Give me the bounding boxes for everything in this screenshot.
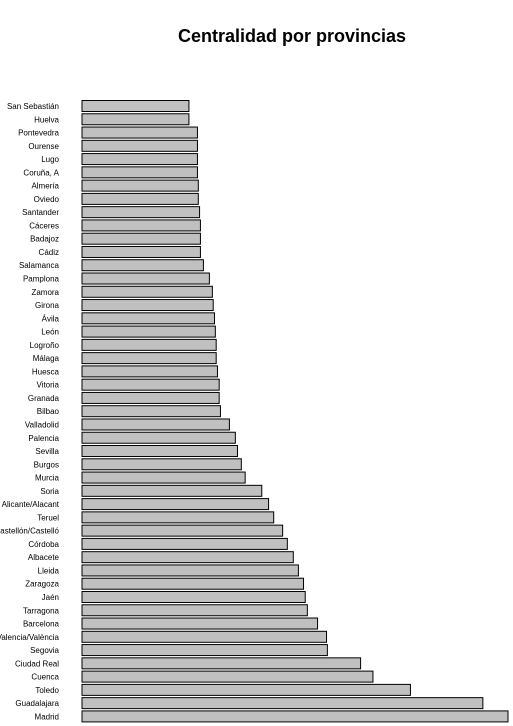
y-tick-label: Huesca [32, 367, 60, 376]
bar [81, 206, 201, 219]
y-tick-label: Santander [22, 208, 59, 217]
bar [81, 590, 306, 603]
bar [81, 458, 242, 471]
bar [81, 285, 213, 298]
bar [81, 617, 319, 630]
y-tick-label: Ciudad Real [15, 659, 59, 668]
y-tick-label: Jaén [42, 593, 59, 602]
bar [81, 630, 328, 643]
bar [81, 511, 275, 524]
y-tick-label: Toledo [35, 686, 59, 695]
y-tick-label: Coruña, A [23, 168, 59, 177]
y-tick-label: Pamplona [23, 275, 60, 284]
y-tick-label: Ourense [28, 142, 59, 151]
bar [81, 551, 294, 564]
y-tick-label: Bilbao [37, 407, 60, 416]
bar [81, 259, 204, 272]
y-tick-label: Pontevedra [18, 129, 59, 138]
y-tick-label: Ávila [42, 314, 60, 323]
bar [81, 299, 214, 312]
bar [81, 604, 308, 617]
bar [81, 431, 236, 444]
bar [81, 484, 263, 497]
bar [81, 365, 218, 378]
bar [81, 378, 220, 391]
bar [81, 100, 190, 112]
bar [81, 391, 220, 404]
bar [81, 697, 484, 710]
bar [81, 113, 190, 126]
bar [81, 232, 201, 245]
bar [81, 577, 305, 590]
y-tick-label: Oviedo [34, 195, 60, 204]
y-tick-label: San Sebastián [7, 102, 59, 111]
bar [81, 219, 201, 232]
y-tick-label: Zamora [31, 288, 59, 297]
bar [81, 166, 198, 179]
y-tick-label: Sevilla [35, 447, 59, 456]
bar [81, 179, 199, 192]
y-tick-label: Alicante/Alacant [2, 500, 60, 509]
bar [81, 405, 221, 418]
y-tick-label: Huelva [34, 115, 59, 124]
y-tick-label: Málaga [33, 354, 60, 363]
bar [81, 683, 411, 696]
bar [81, 352, 217, 365]
y-tick-label: Madrid [35, 712, 59, 721]
bar [81, 418, 230, 431]
y-tick-label: Teruel [37, 513, 59, 522]
bar [81, 644, 328, 657]
y-tick-label: Cuenca [31, 673, 59, 682]
y-tick-label: Badajoz [30, 235, 59, 244]
bar [81, 445, 238, 458]
bar [81, 524, 284, 537]
y-tick-label: Cádiz [39, 248, 59, 257]
bar [81, 710, 509, 723]
bar [81, 126, 198, 139]
y-tick-label: Guadalajara [15, 699, 59, 708]
bar [81, 325, 216, 338]
bar [81, 498, 270, 511]
y-tick-label: Lugo [41, 155, 59, 164]
y-tick-label: Cáceres [29, 221, 59, 230]
y-tick-label: Castellón/Castelló [0, 527, 60, 536]
y-tick-label: Tarragona [23, 606, 60, 615]
y-tick-label: Almería [31, 182, 59, 191]
y-tick-label: Palencia [28, 434, 59, 443]
y-tick-label: Vitoria [36, 381, 59, 390]
bar [81, 657, 362, 670]
bar [81, 338, 217, 351]
y-tick-label: Murcia [35, 474, 60, 483]
y-tick-label: Córdoba [28, 540, 59, 549]
bar [81, 670, 374, 683]
bar [81, 272, 210, 285]
y-tick-label: Granada [28, 394, 60, 403]
bar [81, 192, 199, 205]
y-tick-label: Girona [35, 301, 60, 310]
y-tick-label: Lleida [38, 566, 60, 575]
y-tick-label: Barcelona [23, 620, 60, 629]
y-tick-label: León [41, 328, 59, 337]
y-tick-label: Albacete [28, 553, 60, 562]
y-tick-label: Salamanca [19, 261, 60, 270]
bar [81, 537, 288, 550]
y-tick-label: Zaragoza [25, 580, 59, 589]
bar [81, 139, 198, 152]
bar [81, 471, 246, 484]
bar [81, 245, 201, 258]
y-tick-label: Valladolid [25, 420, 59, 429]
bar [81, 153, 198, 166]
y-tick-label: Segovia [30, 646, 59, 655]
bar [81, 312, 215, 325]
y-tick-label: Soria [40, 487, 59, 496]
bar [81, 564, 299, 577]
y-tick-label: Valencia/València [0, 633, 60, 642]
y-tick-label: Logroño [30, 341, 60, 350]
y-tick-label: Burgos [34, 460, 59, 469]
chart-title: Centralidad por provincias [177, 26, 407, 46]
